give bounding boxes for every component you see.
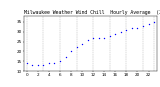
Point	[114, 33, 117, 34]
Point	[48, 63, 50, 64]
Point	[97, 37, 100, 38]
Point	[59, 61, 61, 62]
Point	[75, 47, 78, 48]
Point	[142, 25, 144, 26]
Point	[42, 65, 45, 66]
Point	[31, 65, 34, 66]
Point	[70, 51, 72, 52]
Point	[53, 63, 56, 64]
Text: Milwaukee Weather Wind Chill  Hourly Average  (24 Hours): Milwaukee Weather Wind Chill Hourly Aver…	[24, 10, 160, 15]
Point	[103, 37, 105, 38]
Point	[108, 35, 111, 36]
Point	[153, 21, 155, 22]
Point	[36, 65, 39, 66]
Point	[92, 37, 94, 38]
Point	[81, 43, 83, 44]
Point	[120, 31, 122, 32]
Point	[64, 57, 67, 58]
Point	[86, 39, 89, 40]
Point	[147, 23, 150, 24]
Point	[125, 29, 128, 30]
Point	[131, 27, 133, 28]
Point	[136, 27, 139, 28]
Point	[25, 63, 28, 64]
